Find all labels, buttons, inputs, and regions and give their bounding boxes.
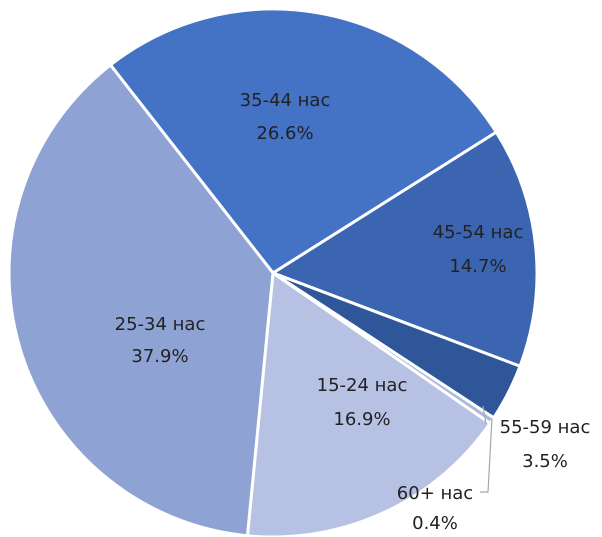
pie-slice bbox=[108, 7, 499, 275]
slice-label: 25-34 нас bbox=[115, 314, 206, 335]
value-label: 3.5% bbox=[522, 451, 568, 472]
value-label: 14.7% bbox=[449, 256, 506, 277]
slice-label: 60+ нас bbox=[397, 483, 473, 504]
pie bbox=[7, 7, 539, 537]
slice-label: 55-59 нас bbox=[500, 417, 591, 438]
pie-slice bbox=[269, 130, 539, 369]
value-label: 37.9% bbox=[131, 346, 188, 367]
leader-line bbox=[480, 417, 493, 493]
pie-slice bbox=[7, 62, 275, 537]
value-label: 0.4% bbox=[412, 513, 458, 534]
slice-label: 15-24 нас bbox=[317, 375, 408, 396]
value-label: 16.9% bbox=[333, 409, 390, 430]
value-label: 26.6% bbox=[256, 123, 313, 144]
slice-label: 45-54 нас bbox=[433, 222, 524, 243]
slice-label: 35-44 нас bbox=[240, 90, 331, 111]
leader-line bbox=[482, 405, 487, 425]
